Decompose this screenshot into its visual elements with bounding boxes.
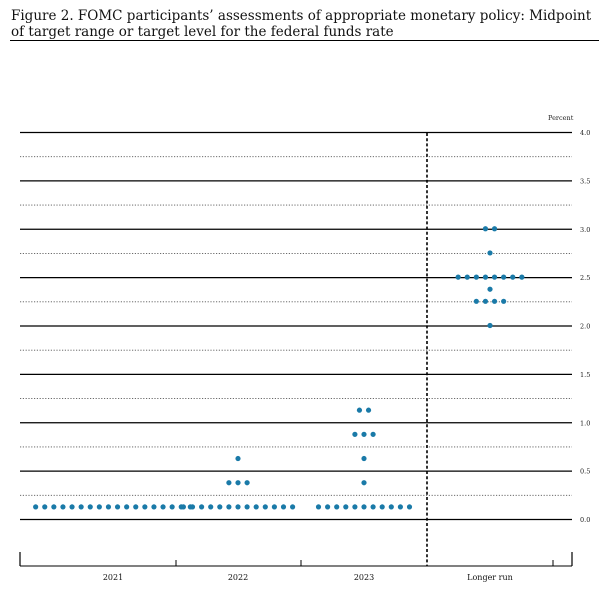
data-point (169, 504, 175, 510)
data-point (334, 504, 340, 510)
data-point (69, 504, 75, 510)
data-point (352, 504, 358, 510)
y-tick-label: 0.0 (580, 516, 590, 524)
x-category-label: 2022 (228, 573, 248, 582)
y-unit-label: Percent (548, 114, 574, 122)
data-point (491, 226, 498, 232)
title-divider (10, 40, 599, 41)
y-tick-label: 0.5 (580, 468, 590, 476)
data-point (388, 504, 394, 510)
data-point (42, 504, 48, 510)
data-point (235, 480, 241, 486)
data-point (189, 504, 196, 510)
data-point (78, 504, 84, 510)
x-category-label: 2023 (354, 573, 374, 582)
figure-title: Figure 2. FOMC participants’ assessments… (11, 8, 592, 40)
data-point (487, 322, 493, 329)
data-point (361, 480, 367, 486)
data-point (124, 504, 130, 510)
data-point (87, 504, 93, 510)
data-point (325, 504, 331, 510)
data-point (464, 274, 470, 280)
data-point (491, 298, 498, 304)
data-point (343, 504, 349, 510)
data-point (482, 274, 489, 280)
data-point (142, 504, 148, 510)
data-point (133, 504, 139, 510)
data-point (365, 407, 372, 413)
data-point (226, 504, 232, 510)
data-point (208, 504, 214, 510)
y-tick-label: 2.0 (580, 323, 590, 331)
data-point (397, 504, 403, 510)
data-point (290, 504, 296, 510)
data-point (271, 504, 277, 510)
data-point (370, 431, 376, 437)
data-point (487, 250, 493, 256)
y-tick-label: 1.5 (580, 371, 590, 379)
data-point (235, 455, 241, 462)
data-points (33, 226, 525, 510)
y-tick-label: 3.5 (580, 177, 590, 185)
y-tick-label: 1.0 (580, 419, 590, 427)
data-point (244, 480, 250, 486)
data-point (352, 431, 358, 437)
data-point (199, 504, 205, 510)
data-point (501, 298, 507, 304)
data-point (51, 504, 57, 510)
data-point (262, 504, 268, 510)
data-point (519, 274, 525, 280)
data-point (160, 504, 166, 510)
data-point (455, 274, 461, 280)
data-point (180, 504, 186, 510)
data-point (361, 504, 367, 510)
data-point (217, 504, 223, 510)
data-point (315, 504, 322, 510)
data-point (33, 504, 39, 510)
data-point (226, 480, 232, 486)
data-point (151, 504, 157, 510)
data-point (473, 298, 479, 304)
data-point (361, 431, 367, 437)
data-point (406, 504, 413, 510)
data-point (280, 504, 287, 510)
data-point (253, 504, 259, 510)
data-point (482, 226, 489, 232)
data-point (482, 298, 489, 304)
data-point (244, 504, 250, 510)
y-tick-label: 3.0 (580, 226, 590, 234)
grid-lines (20, 131, 572, 521)
data-point (361, 455, 367, 462)
data-point (60, 504, 66, 510)
data-point (114, 504, 121, 510)
data-point (379, 504, 385, 510)
data-point (96, 504, 102, 510)
data-point (370, 504, 376, 510)
data-point (510, 274, 516, 280)
y-tick-label: 2.5 (580, 274, 590, 282)
y-tick-label: 4.0 (580, 129, 590, 137)
data-point (356, 407, 363, 413)
axis-labels: 0.0 0.5 1.0 1.5 2.0 2.5 3.0 3.5 4.0 Percent 2021 20… (103, 114, 591, 582)
x-category-label: Longer run (467, 573, 513, 582)
data-point (487, 286, 493, 292)
data-point (235, 504, 241, 510)
axes (19, 133, 573, 567)
data-point (105, 504, 112, 510)
x-category-label: 2021 (103, 573, 123, 582)
data-point (501, 274, 507, 280)
data-point (491, 274, 498, 280)
data-point (473, 274, 479, 280)
